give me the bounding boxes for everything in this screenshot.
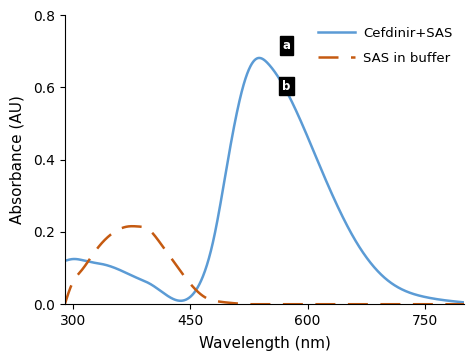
- Text: a: a: [283, 39, 291, 52]
- Legend: Cefdinir+SAS, SAS in buffer: Cefdinir+SAS, SAS in buffer: [313, 22, 458, 70]
- X-axis label: Wavelength (nm): Wavelength (nm): [199, 336, 330, 351]
- Text: b: b: [283, 79, 291, 92]
- Y-axis label: Absorbance (AU): Absorbance (AU): [10, 95, 25, 224]
